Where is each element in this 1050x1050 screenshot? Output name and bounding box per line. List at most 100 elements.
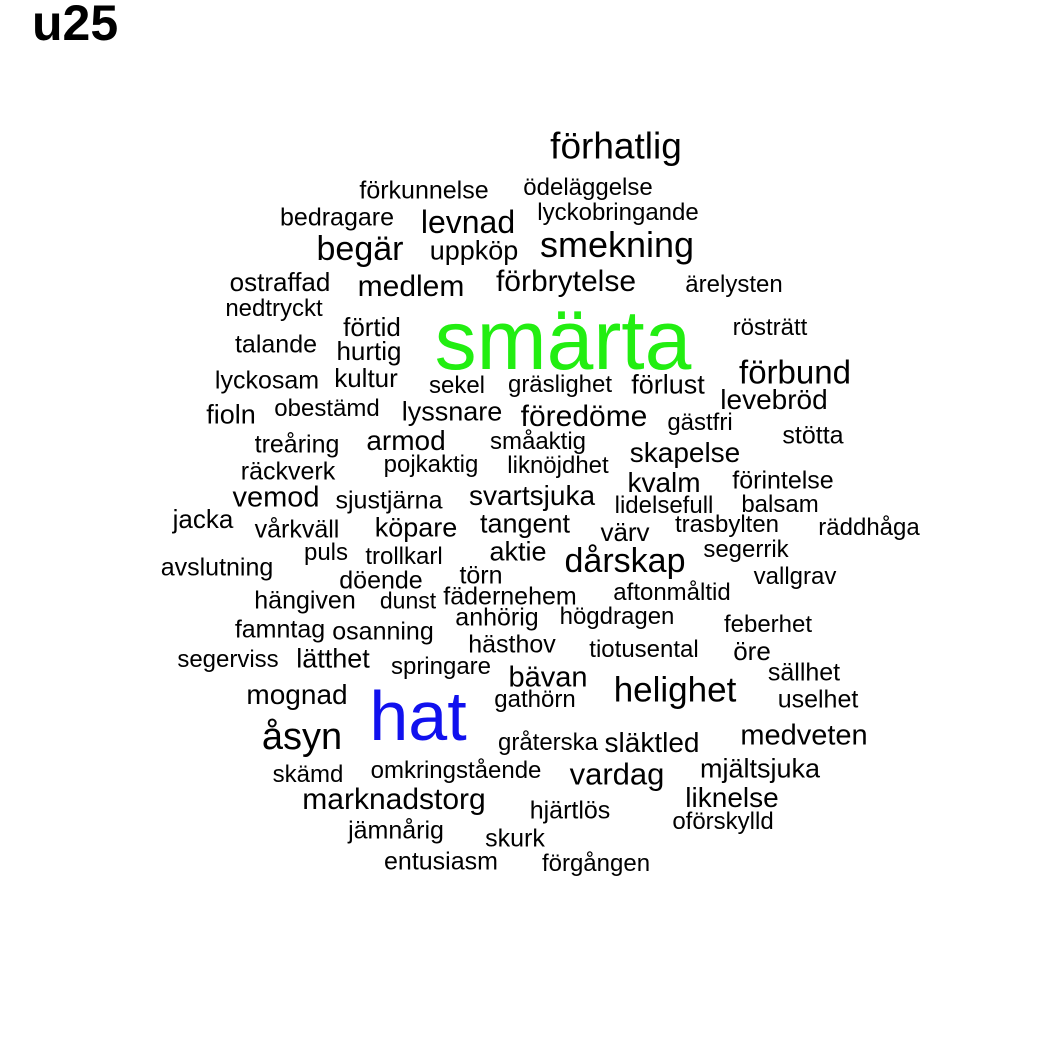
chart-title: u25	[32, 0, 119, 51]
word-stötta: stötta	[782, 421, 844, 450]
word-förbund: förbund	[739, 353, 851, 391]
word-åsyn: åsyn	[261, 716, 343, 758]
word-hängiven: hängiven	[254, 586, 356, 615]
word-aftonmåltid: aftonmåltid	[613, 579, 731, 606]
word-lätthet: lätthet	[296, 643, 370, 674]
word-jämnårig: jämnårig	[348, 816, 444, 845]
word-förbrytelse: förbrytelse	[495, 265, 637, 298]
word-skurk: skurk	[485, 824, 545, 853]
word-gräslighet: gräslighet	[507, 371, 613, 398]
word-uppköp: uppköp	[429, 235, 519, 266]
word-entusiasm: entusiasm	[384, 847, 498, 876]
word-dunst: dunst	[379, 587, 437, 614]
word-omkringstående: omkringstående	[370, 757, 542, 784]
word-dårskap: dårskap	[564, 542, 686, 580]
word-hästhov: hästhov	[468, 630, 556, 659]
word-avslutning: avslutning	[160, 553, 274, 582]
word-vallgrav: vallgrav	[753, 563, 837, 590]
word-oförskylld: oförskylld	[672, 808, 774, 835]
word-famntag: famntag	[234, 615, 326, 644]
word-aktie: aktie	[489, 536, 547, 567]
word-lyckosam: lyckosam	[214, 366, 320, 395]
word-ostraffad: ostraffad	[229, 267, 331, 297]
word-lyssnare: lyssnare	[401, 396, 503, 427]
word-bedragare: bedragare	[280, 203, 394, 232]
word-begär: begär	[316, 230, 404, 268]
word-värv: värv	[600, 517, 650, 547]
word-liknöjdhet: liknöjdhet	[507, 452, 609, 479]
word-trollkarl: trollkarl	[365, 543, 443, 570]
word-öre: öre	[733, 636, 771, 666]
word-svartsjuka: svartsjuka	[468, 480, 596, 511]
word-helighet: helighet	[613, 670, 737, 710]
word-kvalm: kvalm	[627, 467, 701, 498]
word-törn: törn	[459, 561, 503, 590]
word-armod: armod	[366, 425, 446, 456]
word-levebröd: levebröd	[720, 384, 828, 415]
word-segerviss: segerviss	[177, 646, 279, 673]
word-fioln: fioln	[206, 399, 256, 430]
word-tiotusental: tiotusental	[589, 636, 699, 663]
word-förlust: förlust	[631, 369, 705, 400]
word-sjustjärna: sjustjärna	[335, 486, 443, 515]
word-högdragen: högdragen	[559, 603, 675, 630]
word-gråterska: gråterska	[497, 729, 599, 756]
word-skapelse: skapelse	[629, 437, 741, 468]
word-sällhet: sällhet	[767, 658, 841, 687]
word-släktled: släktled	[604, 727, 700, 758]
word-hurtig: hurtig	[336, 336, 402, 366]
word-balsam: balsam	[741, 491, 819, 518]
word-puls: puls	[303, 539, 349, 566]
word-småaktig: småaktig	[489, 428, 587, 455]
word-springare: springare	[390, 653, 492, 680]
word-mjältsjuka: mjältsjuka	[699, 753, 821, 784]
word-obestämd: obestämd	[274, 395, 380, 422]
word-föredöme: föredöme	[520, 400, 648, 433]
word-sekel: sekel	[428, 372, 486, 399]
word-pojkaktig: pojkaktig	[383, 451, 479, 478]
word-talande: talande	[234, 330, 318, 359]
word-förtid: förtid	[343, 312, 401, 342]
word-vemod: vemod	[232, 481, 320, 514]
word-fädernehem: fädernehem	[443, 582, 577, 611]
word-ärelysten: ärelysten	[685, 271, 783, 298]
word-räckverk: räckverk	[240, 457, 336, 486]
word-köpare: köpare	[374, 512, 458, 543]
word-marknadstorg: marknadstorg	[302, 783, 486, 816]
word-förintelse: förintelse	[732, 466, 834, 495]
word-lidelsefull: lidelsefull	[614, 492, 714, 519]
word-tangent: tangent	[479, 508, 571, 539]
word-liknelse: liknelse	[685, 782, 779, 813]
word-räddhåga: räddhåga	[818, 514, 920, 541]
word-hat: hat	[369, 677, 467, 755]
word-jacka: jacka	[172, 504, 234, 534]
word-medlem: medlem	[357, 270, 465, 303]
word-rösträtt: rösträtt	[732, 314, 808, 341]
word-döende: döende	[339, 566, 423, 595]
word-lyckobringande: lyckobringande	[537, 199, 699, 226]
word-trasbylten: trasbylten	[674, 511, 780, 538]
word-skämd: skämd	[272, 761, 344, 788]
word-segerrik: segerrik	[703, 536, 789, 563]
word-förhatlig: förhatlig	[550, 125, 682, 167]
word-levnad: levnad	[420, 204, 516, 240]
word-anhörig: anhörig	[455, 603, 539, 632]
word-treåring: treåring	[254, 430, 340, 459]
word-uselhet: uselhet	[777, 685, 859, 714]
word-ödeläggelse: ödeläggelse	[523, 174, 653, 201]
word-osanning: osanning	[332, 617, 434, 646]
word-vårkväll: vårkväll	[254, 515, 340, 544]
word-medveten: medveten	[740, 719, 868, 752]
word-förgången: förgången	[541, 850, 651, 877]
word-kultur: kultur	[334, 363, 398, 393]
word-smekning: smekning	[539, 224, 695, 265]
word-mognad: mognad	[246, 679, 348, 710]
word-gathörn: gathörn	[494, 686, 576, 713]
word-hjärtlös: hjärtlös	[529, 796, 611, 825]
word-vardag: vardag	[569, 756, 665, 792]
word-feberhet: feberhet	[723, 611, 813, 638]
word-förkunnelse: förkunnelse	[359, 176, 489, 205]
word-bävan: bävan	[508, 661, 588, 694]
word-nedtryckt: nedtryckt	[225, 295, 323, 322]
